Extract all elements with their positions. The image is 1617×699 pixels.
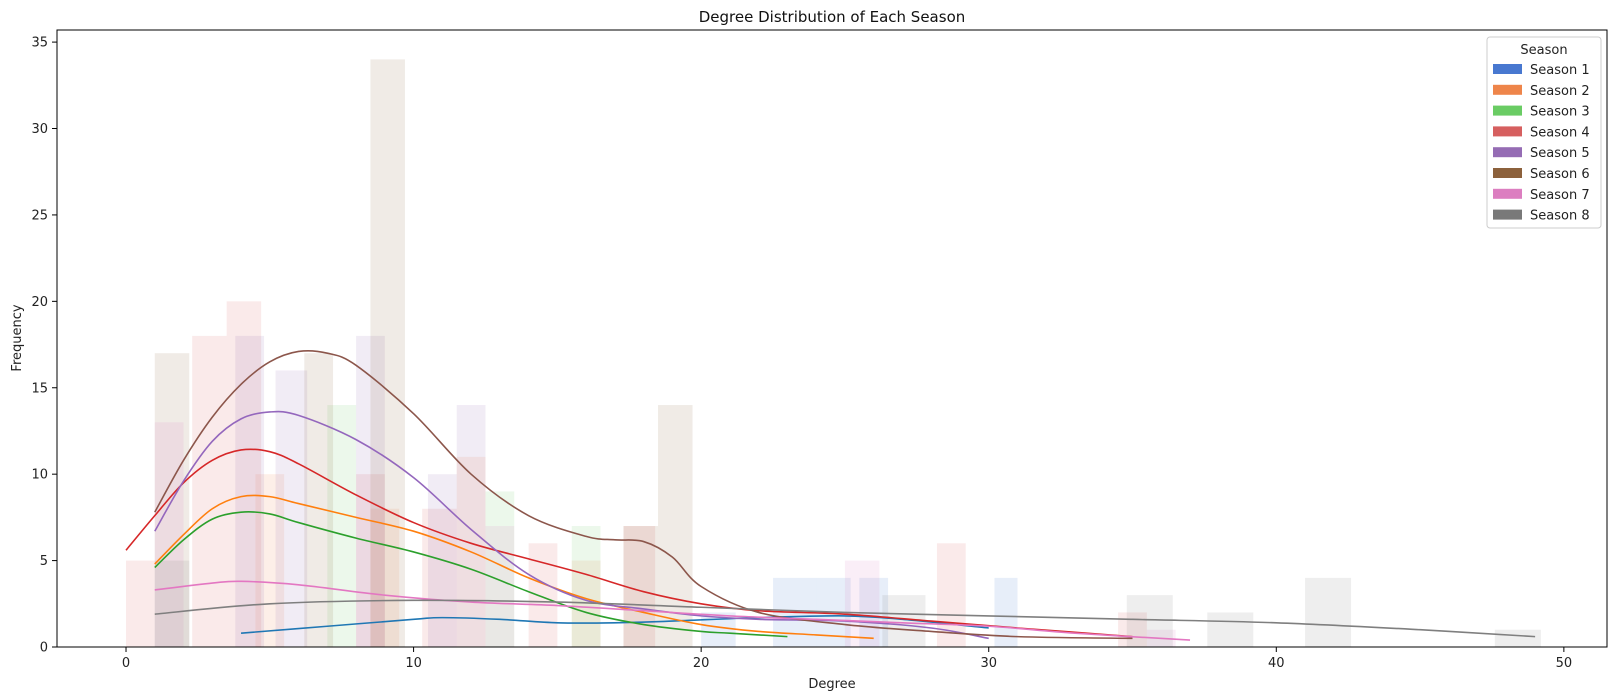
hist-bar-season-6: [623, 526, 659, 647]
hist-bar-season-4: [126, 560, 155, 647]
hist-bar-season-8: [1305, 577, 1352, 647]
hist-bar-season-7: [154, 422, 184, 647]
y-tick-label: 0: [40, 641, 48, 656]
legend-swatch-season-8: [1493, 209, 1522, 220]
histogram-bars: [126, 59, 1541, 647]
kde-line-season-6: [154, 349, 1133, 640]
legend-label-season-4: Season 4: [1530, 125, 1590, 140]
y-tick-label: 15: [31, 381, 48, 396]
legend-entries: Season 1 Season 2 Season 3 Season 4 Season 5…: [1493, 63, 1590, 224]
y-tick-label: 25: [31, 208, 48, 223]
kde-line-season-3: [154, 511, 788, 638]
hist-bar-season-7: [844, 560, 880, 647]
kde-line-season-2: [154, 494, 874, 640]
legend-swatch-season-1: [1493, 64, 1522, 74]
hist-bar-season-8: [1494, 629, 1541, 647]
chart-title: Degree Distribution of Each Season: [699, 8, 966, 26]
hist-bar-season-6: [658, 405, 693, 647]
hist-bar-season-3: [327, 405, 357, 647]
hist-bar-season-1: [994, 577, 1018, 647]
y-tick-label: 20: [31, 295, 48, 310]
y-tick-label: 5: [40, 554, 48, 569]
x-axis: 0 10 20 30 40 50: [122, 647, 1572, 671]
legend-swatch-season-6: [1493, 168, 1522, 178]
hist-bar-season-8: [154, 560, 190, 647]
plot-frame: [56, 29, 1608, 648]
legend-swatch-season-2: [1493, 84, 1522, 95]
hist-bar-season-4: [226, 301, 262, 647]
legend-label-season-5: Season 5: [1530, 146, 1590, 161]
y-tick-label: 10: [31, 468, 48, 483]
kde-line-season-1: [240, 615, 989, 634]
x-tick-label: 40: [1268, 656, 1285, 671]
y-axis-label: Frequency: [10, 304, 25, 371]
legend-label-season-7: Season 7: [1530, 188, 1590, 203]
x-tick-label: 20: [693, 656, 710, 671]
kde-line-season-4: [125, 448, 1133, 638]
y-tick-label: 35: [31, 36, 48, 51]
x-tick-label: 10: [405, 656, 422, 671]
x-tick-label: 50: [1556, 656, 1573, 671]
hist-bar-season-8: [1207, 612, 1254, 647]
hist-bar-season-4: [528, 543, 558, 647]
kde-line-season-8: [154, 599, 1536, 638]
hist-bar-season-4: [1118, 612, 1147, 647]
kde-line-season-7: [154, 580, 1191, 641]
x-axis-label: Degree: [808, 677, 855, 692]
kde-curves: [125, 349, 1536, 641]
x-tick-label: 0: [122, 656, 130, 671]
hist-bar-season-3: [571, 526, 601, 647]
legend-label-season-2: Season 2: [1530, 84, 1590, 99]
hist-bar-season-6: [304, 353, 334, 647]
legend-swatch-season-7: [1493, 188, 1522, 199]
legend-label-season-6: Season 6: [1530, 167, 1590, 182]
hist-bar-season-7: [485, 526, 515, 647]
hist-bar-season-5: [456, 405, 486, 647]
y-tick-label: 30: [31, 122, 48, 137]
hist-bar-season-4: [623, 526, 656, 647]
y-axis: 0 5 10 15 20 25 30 35: [31, 36, 57, 656]
hist-bar-season-2: [255, 474, 285, 647]
hist-bar-season-2: [370, 508, 400, 647]
legend-swatch-season-5: [1493, 147, 1522, 158]
hist-bar-season-6: [370, 59, 405, 647]
hist-bar-season-5: [235, 335, 265, 647]
legend-label-season-8: Season 8: [1530, 209, 1590, 224]
x-tick-label: 30: [980, 656, 997, 671]
legend-label-season-1: Season 1: [1530, 63, 1590, 78]
legend-box: [1486, 36, 1602, 229]
legend-swatch-season-4: [1493, 126, 1522, 137]
legend-title: Season: [1520, 43, 1567, 58]
legend-swatch-season-3: [1493, 105, 1522, 116]
legend-label-season-3: Season 3: [1530, 105, 1590, 120]
hist-bar-season-4: [192, 335, 227, 647]
